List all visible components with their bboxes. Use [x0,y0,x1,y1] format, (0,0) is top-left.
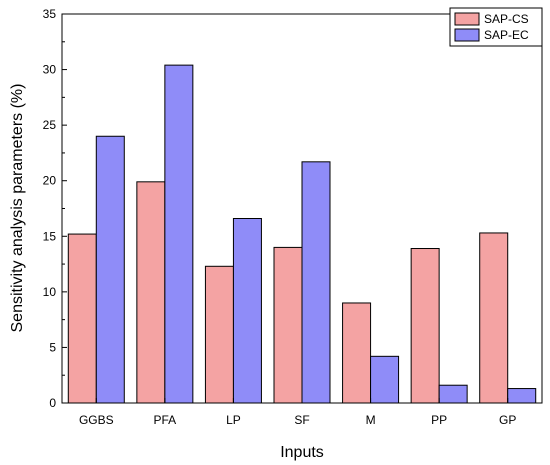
legend-swatch-sap-ec [454,28,480,42]
bar-sap-cs-gp [479,232,509,404]
bar-sap-ec-ggbs [95,135,125,404]
legend: SAP-CS SAP-EC [449,7,543,47]
legend-swatch-sap-cs [454,12,480,26]
legend-label-sap-cs: SAP-CS [484,12,529,26]
y-tick-label-0: 0 [49,396,56,410]
bar-sap-cs-pfa [136,181,166,404]
y-tick-label-30: 30 [43,63,57,77]
y-axis: 0 5 10 15 20 25 30 35 [43,7,67,410]
bar-sap-cs-ggbs [67,233,97,404]
bar-sap-ec-lp [232,218,262,404]
bar-sap-cs-m [342,302,372,404]
x-tick-label-m: M [366,413,376,427]
bars [67,64,537,404]
bar-sap-cs-sf [273,246,303,404]
y-tick-label-25: 25 [43,118,57,132]
x-tick-label-ggbs: GGBS [79,413,114,427]
y-tick-label-15: 15 [43,229,57,243]
y-tick-label-35: 35 [43,7,57,21]
y-tick-label-5: 5 [49,340,56,354]
x-tick-label-pp: PP [431,413,447,427]
x-axis-title: Inputs [280,444,324,461]
bar-sap-cs-lp [204,265,234,404]
bar-sap-ec-pfa [164,64,194,404]
bar-sap-ec-pp [438,384,468,404]
bar-sap-ec-gp [507,388,537,404]
x-tick-label-pfa: PFA [154,413,177,427]
x-tick-label-lp: LP [226,413,241,427]
y-tick-label-20: 20 [43,174,57,188]
bar-sap-cs-pp [410,248,440,404]
legend-label-sap-ec: SAP-EC [484,28,529,42]
y-tick-label-10: 10 [43,285,57,299]
y-axis-title: Sensitivity analysis parameters (%) [9,84,26,333]
x-tick-label-gp: GP [499,413,516,427]
x-tick-label-sf: SF [294,413,309,427]
x-axis: GGBS PFA LP SF M PP GP [79,398,516,427]
bar-sap-ec-sf [301,161,331,404]
bar-sap-ec-m [370,355,400,404]
